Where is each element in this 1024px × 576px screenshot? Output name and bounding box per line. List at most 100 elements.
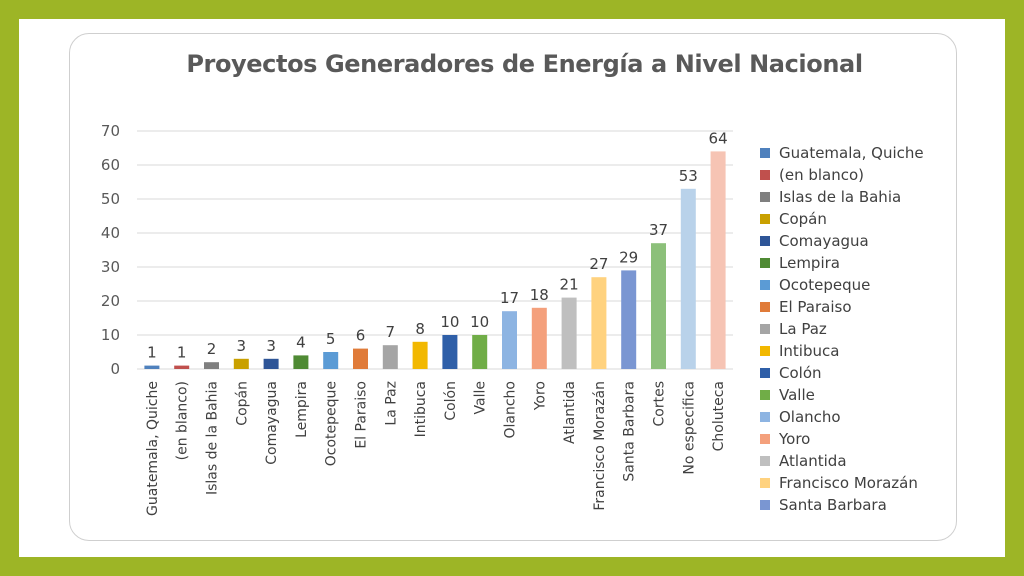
bar [591,277,607,369]
legend-label: Valle [779,386,815,404]
bar [204,362,219,369]
legend-label: Francisco Morazán [779,474,918,492]
legend-swatch [760,214,770,224]
legend-item: Guatemala, Quiche [760,142,960,164]
x-tick-label: Ocotepeque [324,381,340,466]
x-tick-label: Valle [473,381,489,414]
legend-item: Valle [760,384,960,406]
legend-swatch [760,478,770,488]
x-tick-label: Choluteca [711,381,727,451]
legend-label: Yoro [779,430,811,448]
y-tick-label: 20 [101,292,120,310]
data-label: 4 [296,333,306,351]
bar [174,365,190,369]
legend-swatch [760,456,770,466]
legend-label: Atlantida [779,452,847,470]
legend-item: Francisco Morazán [760,472,960,494]
y-tick-label: 0 [110,360,120,378]
x-tick-label: Comayagua [264,381,280,465]
legend-swatch [760,192,770,202]
data-label: 5 [326,330,336,348]
legend-label: El Paraiso [779,298,852,316]
bar [531,307,547,369]
legend-item: Yoro [760,428,960,450]
bar [680,188,696,369]
bar [502,311,517,369]
bar [442,335,458,369]
x-tick-label: Guatemala, Quiche [145,381,161,516]
x-tick-label: (en blanco) [175,381,191,460]
bar [621,270,637,369]
bar [710,151,726,369]
data-label: 27 [589,255,608,273]
data-label: 10 [440,313,459,331]
data-label: 6 [356,327,366,345]
legend-label: Colón [779,364,822,382]
x-tick-label: Cortes [652,381,668,427]
legend-swatch [760,368,770,378]
legend-item: Ocotepeque [760,274,960,296]
legend-swatch [760,500,770,510]
legend-swatch [760,390,770,400]
data-label: 10 [470,313,489,331]
bar [263,358,279,369]
chart-title: Proyectos Generadores de Energía a Nivel… [186,50,863,78]
bar [233,358,249,369]
x-tick-label: Intibuca [413,381,429,437]
x-tick-label: El Paraiso [354,381,370,449]
data-label: 1 [177,344,187,362]
data-label: 37 [649,221,668,239]
chart-card [69,33,957,541]
bar [561,297,577,369]
legend-swatch [760,258,770,268]
chart-legend: Guatemala, Quiche (en blanco) Islas de la … [760,142,960,516]
x-tick-label: No especifica [681,381,697,475]
legend-label: La Paz [779,320,827,338]
x-tick-label: Olancho [503,381,519,439]
bar [382,345,398,369]
data-label: 18 [530,286,549,304]
data-label: 64 [709,129,728,147]
legend-swatch [760,170,770,180]
slide-background [19,19,1005,557]
legend-label: Santa Barbara [779,496,887,514]
data-label: 8 [415,320,425,338]
x-tick-label: La Paz [383,381,399,426]
x-tick-label: Islas de la Bahia [205,381,221,495]
legend-item: Copán [760,208,960,230]
legend-item: Colón [760,362,960,384]
y-tick-label: 60 [101,156,120,174]
legend-swatch [760,280,770,290]
y-tick-label: 70 [101,122,120,140]
legend-item: Lempira [760,252,960,274]
data-label: 2 [207,340,217,358]
data-label: 21 [560,276,579,294]
legend-label: (en blanco) [779,166,865,184]
data-label: 53 [679,167,698,185]
legend-item: Santa Barbara [760,494,960,516]
legend-item: El Paraiso [760,296,960,318]
x-tick-label: Yoro [532,381,548,411]
data-label: 3 [237,337,247,355]
legend-swatch [760,412,770,422]
x-tick-label: Francisco Morazán [592,381,608,511]
legend-label: Intibuca [779,342,840,360]
data-label: 7 [386,323,396,341]
legend-item: La Paz [760,318,960,340]
y-tick-label: 40 [101,224,120,242]
legend-label: Ocotepeque [779,276,871,294]
x-tick-label: Santa Barbara [622,381,638,482]
legend-swatch [760,236,770,246]
legend-swatch [760,346,770,356]
legend-label: Islas de la Bahia [779,188,902,206]
legend-label: Copán [779,210,827,228]
bar [323,352,339,369]
legend-swatch [760,434,770,444]
y-tick-label: 30 [101,258,120,276]
legend-label: Comayagua [779,232,869,250]
data-label: 3 [266,337,276,355]
legend-swatch [760,148,770,158]
bar [144,365,160,369]
legend-item: Olancho [760,406,960,428]
